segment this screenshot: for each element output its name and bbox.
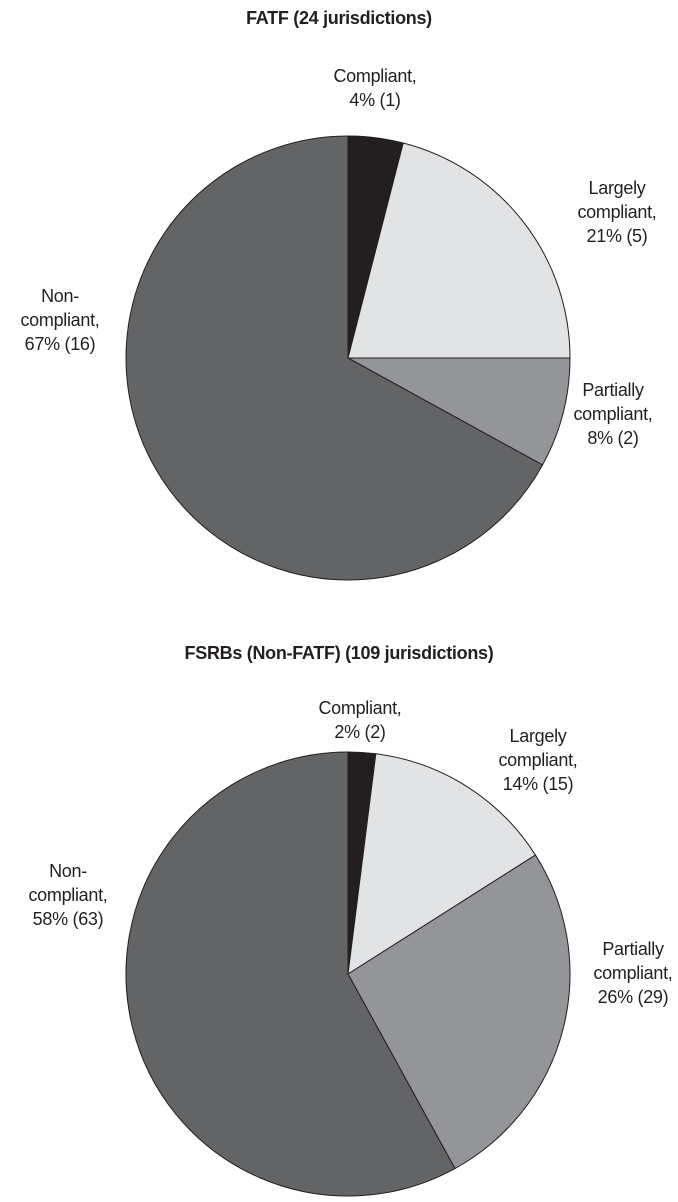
pie-slice (125, 135, 544, 581)
slice-label: Largely compliant, 21% (5) (567, 176, 667, 248)
pie-slice (347, 142, 571, 359)
category-label: Compliant, (318, 698, 402, 718)
slice-label: Non-compliant, 67% (16) (10, 284, 110, 356)
category-label: Largely compliant, (577, 178, 657, 222)
pie-slice (125, 751, 456, 1197)
value-label: 58% (63) (32, 909, 104, 929)
category-label: Compliant, (333, 66, 417, 86)
slice-label: Largely compliant, 14% (15) (488, 724, 588, 796)
category-label: Non-compliant, (28, 861, 108, 905)
slice-label: Non-compliant, 58% (63) (18, 859, 118, 931)
pie-slice (347, 357, 571, 466)
slice-label: Partially compliant, 26% (29) (583, 937, 678, 1009)
category-label: Partially compliant, (573, 380, 653, 424)
chart-title: FSRBs (Non-FATF) (109 jurisdictions) (184, 643, 494, 663)
chart-title: FATF (24 jurisdictions) (246, 8, 432, 28)
value-label: 4% (1) (349, 90, 401, 110)
value-label: 8% (2) (587, 428, 639, 448)
pie-slice (347, 753, 537, 975)
slice-label: Compliant, 2% (2) (310, 696, 410, 744)
category-label: Non-compliant, (20, 286, 100, 330)
value-label: 14% (15) (502, 774, 574, 794)
category-label: Partially compliant, (593, 939, 673, 983)
value-label: 26% (29) (597, 987, 669, 1007)
slice-label: Compliant, 4% (1) (325, 64, 425, 112)
value-label: 21% (5) (586, 226, 648, 246)
slice-label: Partially compliant, 8% (2) (563, 378, 663, 450)
pie-slice (347, 854, 571, 1170)
value-label: 2% (2) (334, 722, 386, 742)
value-label: 67% (16) (24, 334, 96, 354)
category-label: Largely compliant, (498, 726, 578, 770)
